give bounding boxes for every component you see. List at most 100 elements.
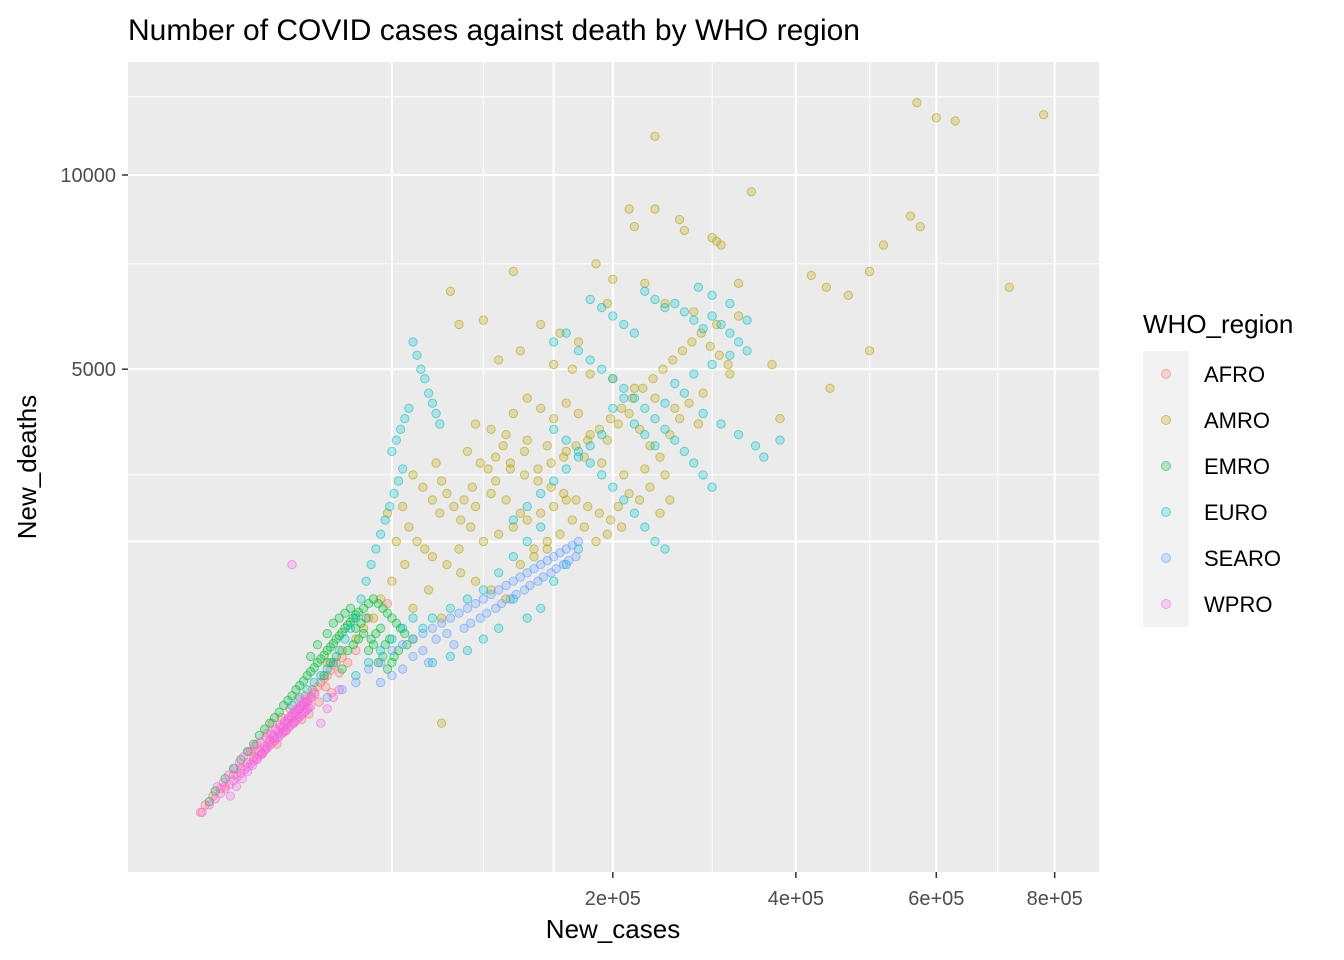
data-point bbox=[648, 374, 658, 384]
data-point bbox=[555, 529, 565, 539]
data-point bbox=[223, 770, 234, 780]
data-point bbox=[445, 603, 456, 613]
data-point bbox=[522, 568, 532, 578]
data-point bbox=[328, 692, 338, 703]
data-point bbox=[640, 430, 650, 440]
data-point bbox=[591, 536, 601, 547]
data-point bbox=[536, 319, 546, 330]
data-point bbox=[767, 359, 777, 370]
data-point bbox=[693, 282, 704, 292]
data-point bbox=[629, 328, 640, 338]
data-point bbox=[707, 482, 717, 492]
data-point bbox=[564, 555, 574, 566]
data-point bbox=[629, 508, 640, 518]
data-point bbox=[714, 350, 724, 360]
data-point bbox=[725, 328, 735, 338]
data-point bbox=[522, 435, 532, 445]
data-point bbox=[522, 536, 532, 547]
data-point bbox=[436, 618, 447, 628]
data-point bbox=[585, 458, 595, 468]
data-point bbox=[549, 501, 559, 512]
data-point bbox=[312, 640, 323, 650]
data-point bbox=[363, 664, 374, 674]
data-point bbox=[456, 568, 466, 578]
data-point bbox=[337, 664, 347, 674]
data-point bbox=[345, 603, 356, 613]
data-point bbox=[436, 476, 447, 486]
data-point bbox=[515, 572, 525, 582]
data-point bbox=[522, 501, 532, 512]
data-point bbox=[640, 278, 650, 288]
data-point bbox=[698, 388, 708, 398]
data-point bbox=[546, 458, 556, 468]
data-point bbox=[668, 355, 678, 365]
data-point bbox=[508, 576, 518, 586]
data-point bbox=[470, 501, 481, 512]
data-point bbox=[511, 589, 521, 600]
data-point bbox=[585, 369, 595, 379]
data-point bbox=[585, 294, 595, 305]
data-point bbox=[385, 634, 395, 644]
data-point bbox=[536, 508, 546, 518]
data-point bbox=[398, 623, 408, 633]
data-point bbox=[470, 576, 481, 586]
data-point bbox=[608, 311, 618, 321]
data-point bbox=[387, 645, 397, 656]
data-point bbox=[536, 522, 546, 532]
data-point bbox=[536, 488, 546, 499]
data-point bbox=[462, 446, 473, 457]
data-point bbox=[387, 576, 397, 586]
data-point bbox=[391, 536, 401, 547]
data-point bbox=[363, 613, 374, 623]
x-tick-label: 8e+05 bbox=[1027, 888, 1083, 910]
y-tick-label: 5000 bbox=[72, 359, 117, 381]
data-point bbox=[475, 613, 485, 623]
data-point bbox=[375, 645, 386, 656]
data-point bbox=[454, 319, 464, 330]
legend-key-afro bbox=[1161, 369, 1171, 379]
data-point bbox=[707, 290, 717, 300]
data-point bbox=[878, 240, 889, 250]
data-point bbox=[380, 515, 390, 525]
data-point bbox=[529, 564, 539, 574]
data-point bbox=[629, 222, 640, 232]
data-point bbox=[650, 393, 660, 403]
data-point bbox=[542, 544, 552, 554]
data-point bbox=[393, 476, 404, 486]
data-point bbox=[655, 508, 665, 518]
data-point bbox=[404, 522, 414, 532]
data-point bbox=[301, 694, 312, 704]
legend-key-searo bbox=[1161, 553, 1171, 563]
data-point bbox=[210, 786, 220, 796]
x-tick-label: 2e+05 bbox=[585, 888, 641, 910]
data-point bbox=[629, 419, 640, 429]
data-point bbox=[408, 603, 418, 613]
data-point bbox=[400, 628, 410, 639]
data-point bbox=[398, 501, 408, 512]
data-point bbox=[328, 618, 338, 628]
data-point bbox=[436, 718, 447, 728]
data-point bbox=[351, 613, 361, 623]
data-point bbox=[573, 346, 584, 356]
legend-key-emro bbox=[1161, 461, 1171, 471]
data-point bbox=[775, 435, 785, 445]
data-point bbox=[431, 408, 441, 419]
data-point bbox=[197, 807, 207, 817]
chart-title: Number of COVID cases against death by W… bbox=[128, 14, 860, 47]
data-point bbox=[522, 393, 532, 403]
data-point bbox=[519, 446, 530, 457]
data-point bbox=[470, 419, 481, 429]
data-point bbox=[442, 628, 452, 639]
data-point bbox=[775, 414, 785, 424]
data-point bbox=[549, 576, 559, 586]
data-point bbox=[843, 290, 853, 300]
data-point bbox=[345, 623, 356, 633]
data-point bbox=[508, 522, 518, 532]
y-tick-label: 10000 bbox=[60, 165, 116, 187]
data-point bbox=[549, 476, 559, 486]
data-point bbox=[660, 424, 670, 434]
data-point bbox=[522, 515, 532, 525]
data-point bbox=[467, 482, 477, 492]
data-point bbox=[585, 430, 595, 440]
data-point bbox=[705, 341, 715, 351]
